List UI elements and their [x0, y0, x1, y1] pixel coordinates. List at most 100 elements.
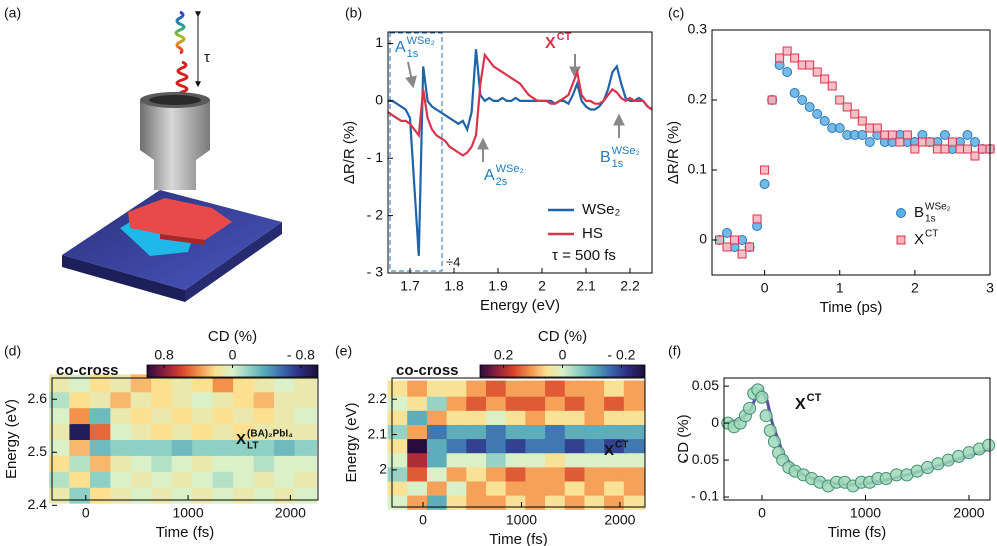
heatmap-cell	[525, 437, 548, 454]
heatmap-cell	[171, 422, 195, 440]
heatmap-cell	[171, 438, 195, 456]
heatmap-cell	[466, 437, 488, 454]
heatmap-cell	[294, 469, 317, 488]
x-axis-label: Time (fs)	[828, 524, 887, 541]
heatmap-cell	[212, 453, 236, 472]
heatmap-cell	[525, 479, 548, 496]
heatmap-cell	[110, 406, 133, 425]
heatmap-cell	[294, 406, 317, 425]
heatmap-cell	[387, 408, 410, 425]
colorbar-tick-label: 0.2	[494, 347, 514, 363]
axes-frame	[387, 31, 653, 274]
y-tick-label: - 2	[367, 206, 384, 222]
heatmap-cell	[110, 374, 133, 393]
marker	[857, 130, 868, 140]
heatmap-cell	[604, 394, 626, 411]
heatmap-cell	[604, 422, 626, 440]
heatmap-cell	[110, 422, 133, 440]
y-axis-label: CD (%)	[675, 414, 692, 463]
heatmap-cell	[545, 465, 567, 482]
y-tick-label: 0.1	[688, 161, 708, 177]
heatmap-cell	[505, 422, 528, 440]
heatmap-cell	[426, 465, 449, 482]
heatmap-cell	[426, 437, 449, 454]
label-sup: CT	[557, 31, 572, 43]
heatmap-cell	[212, 438, 236, 456]
schematic: (a) τ	[4, 5, 282, 302]
heatmap-cell	[387, 380, 410, 397]
marker	[782, 67, 793, 77]
heatmap-cell	[623, 380, 646, 397]
y-tick-label: 2	[379, 461, 387, 477]
y-tick-label: 2.5	[28, 443, 48, 459]
heatmap-cell	[564, 493, 587, 510]
marker	[977, 144, 987, 154]
marker	[722, 228, 733, 238]
heatmap-cell	[294, 390, 317, 409]
heatmap-cell	[89, 485, 113, 504]
marker	[850, 109, 860, 119]
marker	[902, 130, 912, 140]
delay-label: τ	[204, 49, 210, 66]
y-tick-label: 2.6	[28, 390, 48, 406]
y-tick-label: - 3	[367, 264, 384, 280]
label-text: X	[236, 431, 246, 448]
heatmap-cell	[485, 422, 508, 440]
heatmap-cell	[387, 493, 410, 510]
heatmap-cell	[623, 465, 646, 482]
x-axis-label: Time (fs)	[156, 524, 215, 541]
label-sub: 1s	[925, 213, 936, 224]
heatmap-cell	[466, 394, 488, 411]
heatmap-cell	[48, 422, 72, 440]
heatmap-cell	[48, 453, 72, 472]
heatmap-cell	[253, 469, 277, 488]
heatmap-cell	[233, 438, 256, 456]
y-tick-label: 0	[711, 414, 719, 430]
heatmap-cell	[466, 408, 488, 425]
heatmap-cell	[426, 394, 449, 411]
heatmap-cell	[130, 374, 154, 393]
heatmap-cell	[212, 422, 236, 440]
heatmap-cell	[446, 422, 469, 440]
heatmap-cell	[426, 493, 449, 510]
heatmap-cell	[505, 408, 528, 425]
heatmap-cell	[407, 451, 429, 468]
heatmap-cell	[274, 469, 297, 488]
heatmap-cell	[89, 422, 113, 440]
heatmap-cell	[485, 394, 508, 411]
x-tick-label: 2.1	[576, 278, 596, 294]
heatmap-cell	[446, 493, 469, 510]
heatmap-cell	[274, 422, 297, 440]
colorbar-tick-label: - 0.2	[607, 347, 635, 363]
legend-label: WSe₂	[582, 201, 621, 218]
marker	[842, 102, 852, 112]
heatmap-cell	[466, 380, 488, 397]
marker	[797, 60, 807, 70]
heatmap-cell	[48, 406, 72, 425]
x-tick-label: 1.8	[444, 278, 464, 294]
heatmap-cell	[466, 465, 488, 482]
heatmap-cell	[564, 451, 587, 468]
flake-edge	[160, 234, 205, 245]
marker	[782, 46, 792, 56]
heatmap-cell	[130, 453, 154, 472]
heatmap-cell	[48, 485, 72, 504]
heatmap-cell	[233, 374, 256, 393]
heatmap-cell	[274, 406, 297, 425]
heatmap-cell	[192, 374, 215, 393]
heatmap-cell	[151, 469, 174, 488]
axes-frame	[391, 377, 646, 508]
heatmap-cell	[407, 437, 429, 454]
x-tick-label: 2.2	[620, 278, 640, 294]
heatmap-cell	[89, 469, 113, 488]
y-tick-label: 0.2	[688, 91, 708, 107]
marker	[760, 165, 770, 175]
colorbar-tick-label: - 0.8	[287, 347, 315, 363]
marker	[812, 109, 823, 119]
panel-label: (d)	[4, 343, 21, 359]
x-tick-label: 2	[538, 278, 546, 294]
label-text: B	[600, 149, 611, 166]
heatmap-cell	[151, 374, 174, 393]
heatmap-cell	[505, 465, 528, 482]
x-tick-label: 2000	[604, 512, 635, 528]
